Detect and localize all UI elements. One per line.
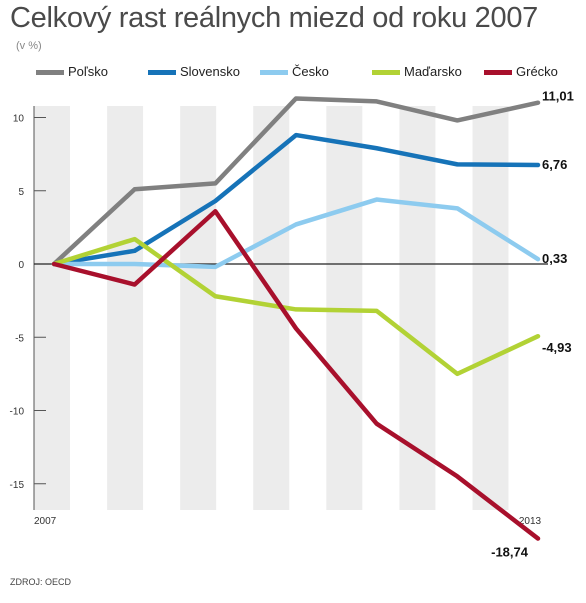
grid-band	[107, 106, 144, 510]
grid-band	[180, 106, 217, 510]
legend-label: Grécko	[516, 64, 558, 79]
x-tick-label: 2007	[34, 516, 57, 527]
end-value-label: 6,76	[542, 157, 567, 172]
series-line-0	[51, 96, 541, 267]
chart-title: Celkový rast reálnych miezd od roku 2007	[10, 2, 538, 34]
y-tick-label: 5	[18, 187, 24, 198]
grid-band	[472, 106, 509, 510]
y-tick-label: 0	[18, 260, 24, 271]
series-line-4	[51, 209, 541, 541]
grid-band	[34, 106, 70, 510]
legend-label: Slovensko	[180, 64, 240, 79]
legend: Poľsko Slovensko Česko Maďarsko Grécko	[36, 62, 576, 82]
series-line-1	[51, 132, 541, 267]
legend-swatch	[260, 70, 288, 75]
legend-label: Poľsko	[68, 64, 108, 79]
y-tick-label: -10	[10, 407, 25, 418]
end-value-label: 11,01	[542, 89, 574, 104]
y-tick-label: -15	[10, 480, 25, 491]
series-line-2	[51, 197, 541, 270]
legend-swatch	[36, 70, 64, 75]
legend-swatch	[372, 70, 400, 75]
source-label: ZDROJ: OECD	[10, 577, 72, 587]
legend-swatch	[148, 70, 176, 75]
unit-label: (v %)	[16, 40, 42, 52]
series-line-3	[51, 236, 541, 377]
y-tick-label: -5	[15, 333, 24, 344]
legend-label: Maďarsko	[404, 64, 462, 79]
y-tick-label: 10	[13, 114, 25, 125]
end-value-label: 0,33	[542, 251, 567, 266]
legend-label: Česko	[292, 64, 329, 79]
end-value-label: -18,74	[491, 545, 529, 560]
end-value-label: -4,93	[542, 340, 572, 355]
legend-swatch	[484, 70, 512, 75]
x-tick-label: 2013	[519, 516, 542, 527]
